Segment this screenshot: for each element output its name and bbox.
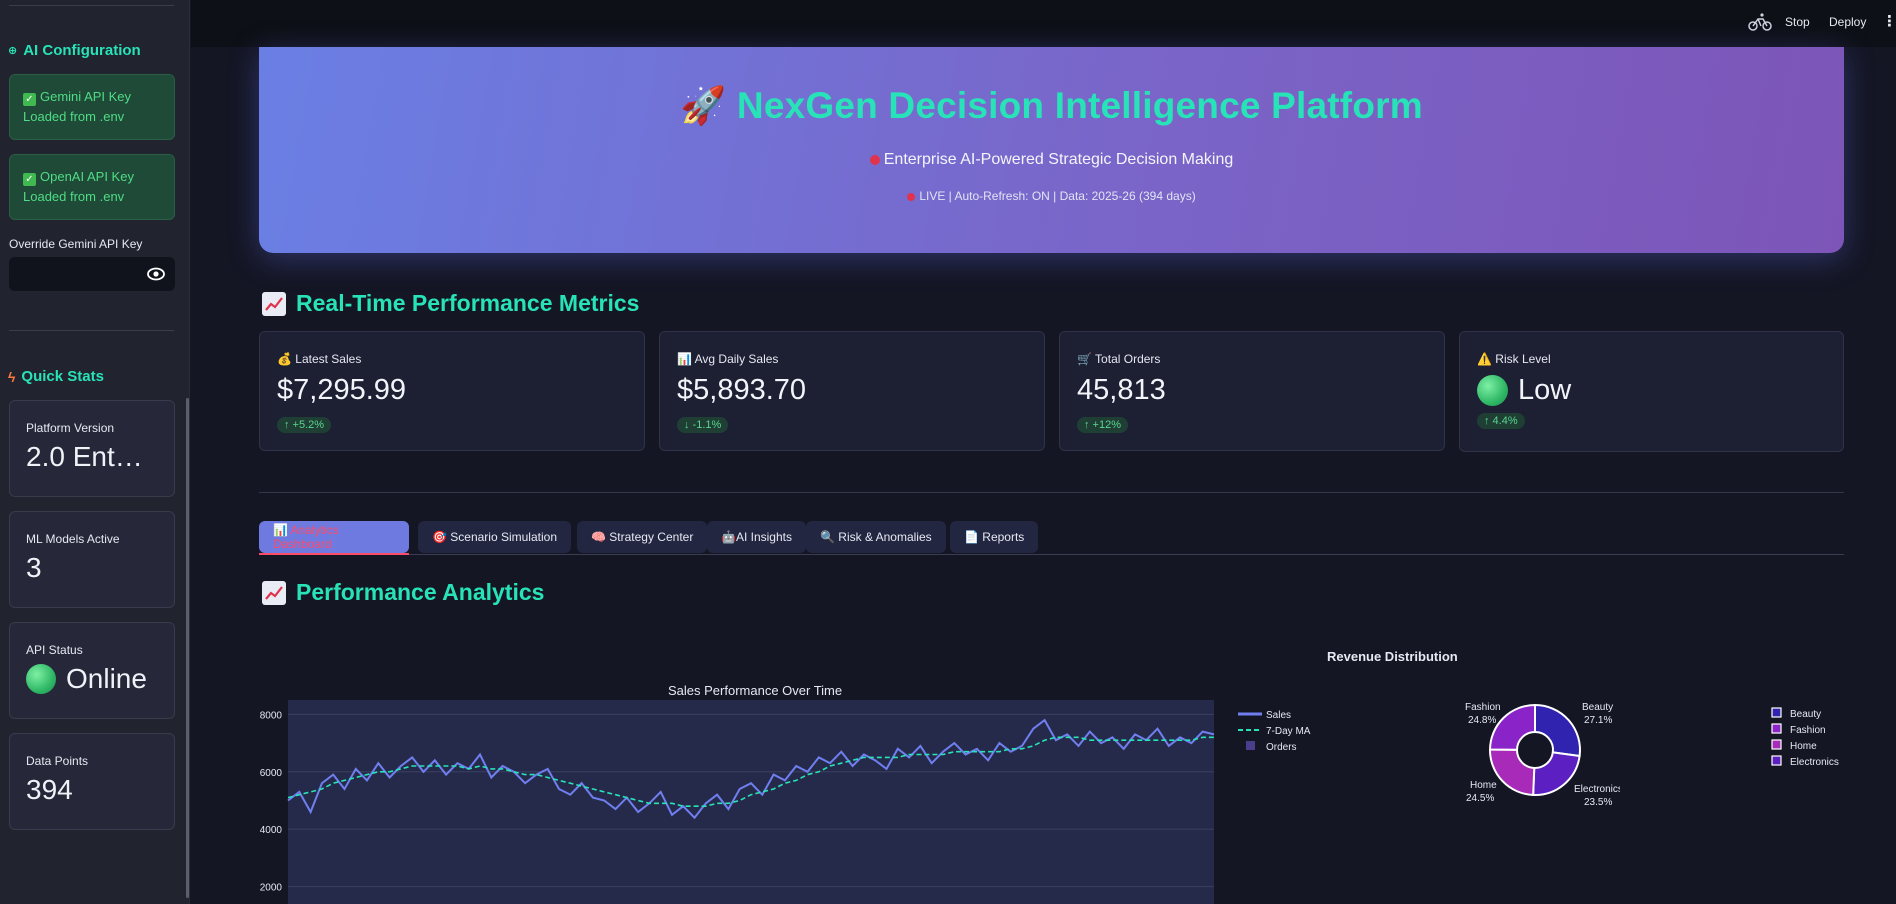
hero-banner: 🚀 NexGen Decision Intelligence Platform … [259,47,1844,253]
stop-button[interactable]: Stop [1785,15,1810,29]
section-divider [259,492,1844,493]
more-menu-icon[interactable]: ⋮ [1882,13,1896,30]
stat-card-platform-version: Platform Version 2.0 Enterprise [9,400,175,497]
legend-swatch-fashion [1771,723,1782,734]
tab-strategy-center[interactable]: 🧠 Strategy Center [577,521,708,553]
tab-risk-anomalies[interactable]: 🔍 Risk & Anomalies [806,521,946,553]
tab-reports[interactable]: 📄 Reports [950,521,1039,553]
sidebar-scrollbar[interactable] [186,398,189,898]
slice-electronics[interactable] [1532,751,1581,796]
pct-electronics: 23.5% [1584,797,1612,808]
tab-analytics-dashboard[interactable]: 📊 Analytics Dashboard [259,521,409,553]
legend-electronics: Electronics [1790,757,1839,768]
legend-beauty: Beauty [1790,709,1821,720]
legend-sales: Sales [1266,710,1291,721]
sidebar: ⊕ AI Configuration ✓ Gemini API Key Loade… [0,0,190,904]
active-tab-indicator [259,553,409,555]
stat-card-ml-models: ML Models Active 3 [9,511,175,608]
pct-beauty: 27.1% [1584,715,1612,726]
legend-home: Home [1790,741,1817,752]
override-key-input[interactable] [9,257,175,291]
legend-ma: 7-Day MA [1266,726,1311,737]
delta-badge: ↑ +5.2% [277,417,332,433]
deploy-button[interactable]: Deploy [1829,15,1867,29]
page-title: 🚀 NexGen Decision Intelligence Platform [680,85,1423,126]
delta-badge: ↑ +12% [1077,417,1128,433]
risk-low-icon [1477,375,1508,406]
legend-swatch-beauty [1771,707,1782,718]
y-tick-label: 8000 [260,710,283,721]
red-dot-icon [869,155,880,165]
gemini-key-status: ✓ Gemini API Key Loaded from .env [9,74,175,140]
robot-icon: ⊕ [8,45,18,57]
y-tick-label: 2000 [260,883,283,894]
stat-card-api-status: API Status Online [9,622,175,719]
chart-up-icon [262,291,286,316]
series-ma-line [287,736,1214,807]
label-beauty: Beauty [1582,702,1613,713]
revenue-donut-chart[interactable]: Fashion 24.8% Beauty 27.1% Home 24.5% El… [1450,690,1620,810]
donut-chart-title: Revenue Distribution [1327,649,1458,664]
metric-avg-daily-sales: 📊 Avg Daily Sales $5,893.70 ↓ -1.1% [659,331,1045,451]
label-fashion: Fashion [1465,702,1501,713]
legend-orders-swatch [1246,741,1255,750]
y-tick-label: 4000 [260,825,283,836]
label-electronics: Electronics [1574,784,1620,795]
override-key-label: Override Gemini API Key [9,237,143,251]
chart-up-icon [262,580,286,605]
series-sales-line [287,718,1215,820]
slice-beauty[interactable] [1534,703,1581,758]
metrics-heading: Real-Time Performance Metrics [262,290,639,317]
check-icon: ✓ [23,93,36,106]
slice-home[interactable] [1489,748,1536,797]
donut-legend: Beauty Fashion Home Electronics [1771,707,1839,768]
top-toolbar: Stop Deploy ⋮ [191,0,1896,47]
line-chart-title: Sales Performance Over Time [668,683,843,698]
live-status: LIVE | Auto-Refresh: ON | Data: 2025-26 … [259,189,1844,203]
pct-fashion: 24.8% [1468,715,1496,726]
analytics-heading: Performance Analytics [262,579,544,606]
ai-config-heading: ⊕ AI Configuration [8,42,141,59]
stat-card-data-points: Data Points 394 [9,733,175,830]
legend-orders: Orders [1266,742,1297,753]
y-tick-label: 6000 [260,768,283,779]
sales-line-chart[interactable]: 8000 6000 4000 2000 Sales 7-Day MA Orders [250,700,1320,904]
check-icon: ✓ [23,173,36,186]
legend-swatch-electronics [1771,755,1782,766]
legend-swatch-home [1771,739,1782,750]
status-online-icon [26,664,56,694]
lightning-icon: ϟ [8,368,16,385]
live-dot-icon [907,193,916,201]
tab-rule [409,554,1844,555]
slice-fashion[interactable] [1488,703,1536,751]
running-bike-icon [1748,13,1772,31]
sidebar-divider [9,5,174,6]
tab-scenario-simulation[interactable]: 🎯 Scenario Simulation [418,521,571,553]
metric-latest-sales: 💰 Latest Sales $7,295.99 ↑ +5.2% [259,331,645,451]
plot-area [288,700,1214,904]
openai-key-status: ✓ OpenAI API Key Loaded from .env [9,154,175,220]
metric-risk-level: ⚠️ Risk Level Low ↑ 4.4% [1459,331,1844,452]
metric-total-orders: 🛒 Total Orders 45,813 ↑ +12% [1059,331,1445,451]
label-home: Home [1470,780,1497,791]
hero-subtitle: Enterprise AI-Powered Strategic Decision… [259,151,1844,169]
tab-ai-insights[interactable]: 🤖AI Insights [707,521,806,553]
delta-badge: ↑ 4.4% [1477,413,1525,429]
legend-fashion: Fashion [1790,725,1826,736]
delta-badge: ↓ -1.1% [677,417,729,433]
sidebar-divider [9,330,174,331]
quick-stats-heading: ϟ Quick Stats [8,368,104,385]
eye-icon[interactable] [147,266,165,282]
pct-home: 24.5% [1466,793,1494,804]
